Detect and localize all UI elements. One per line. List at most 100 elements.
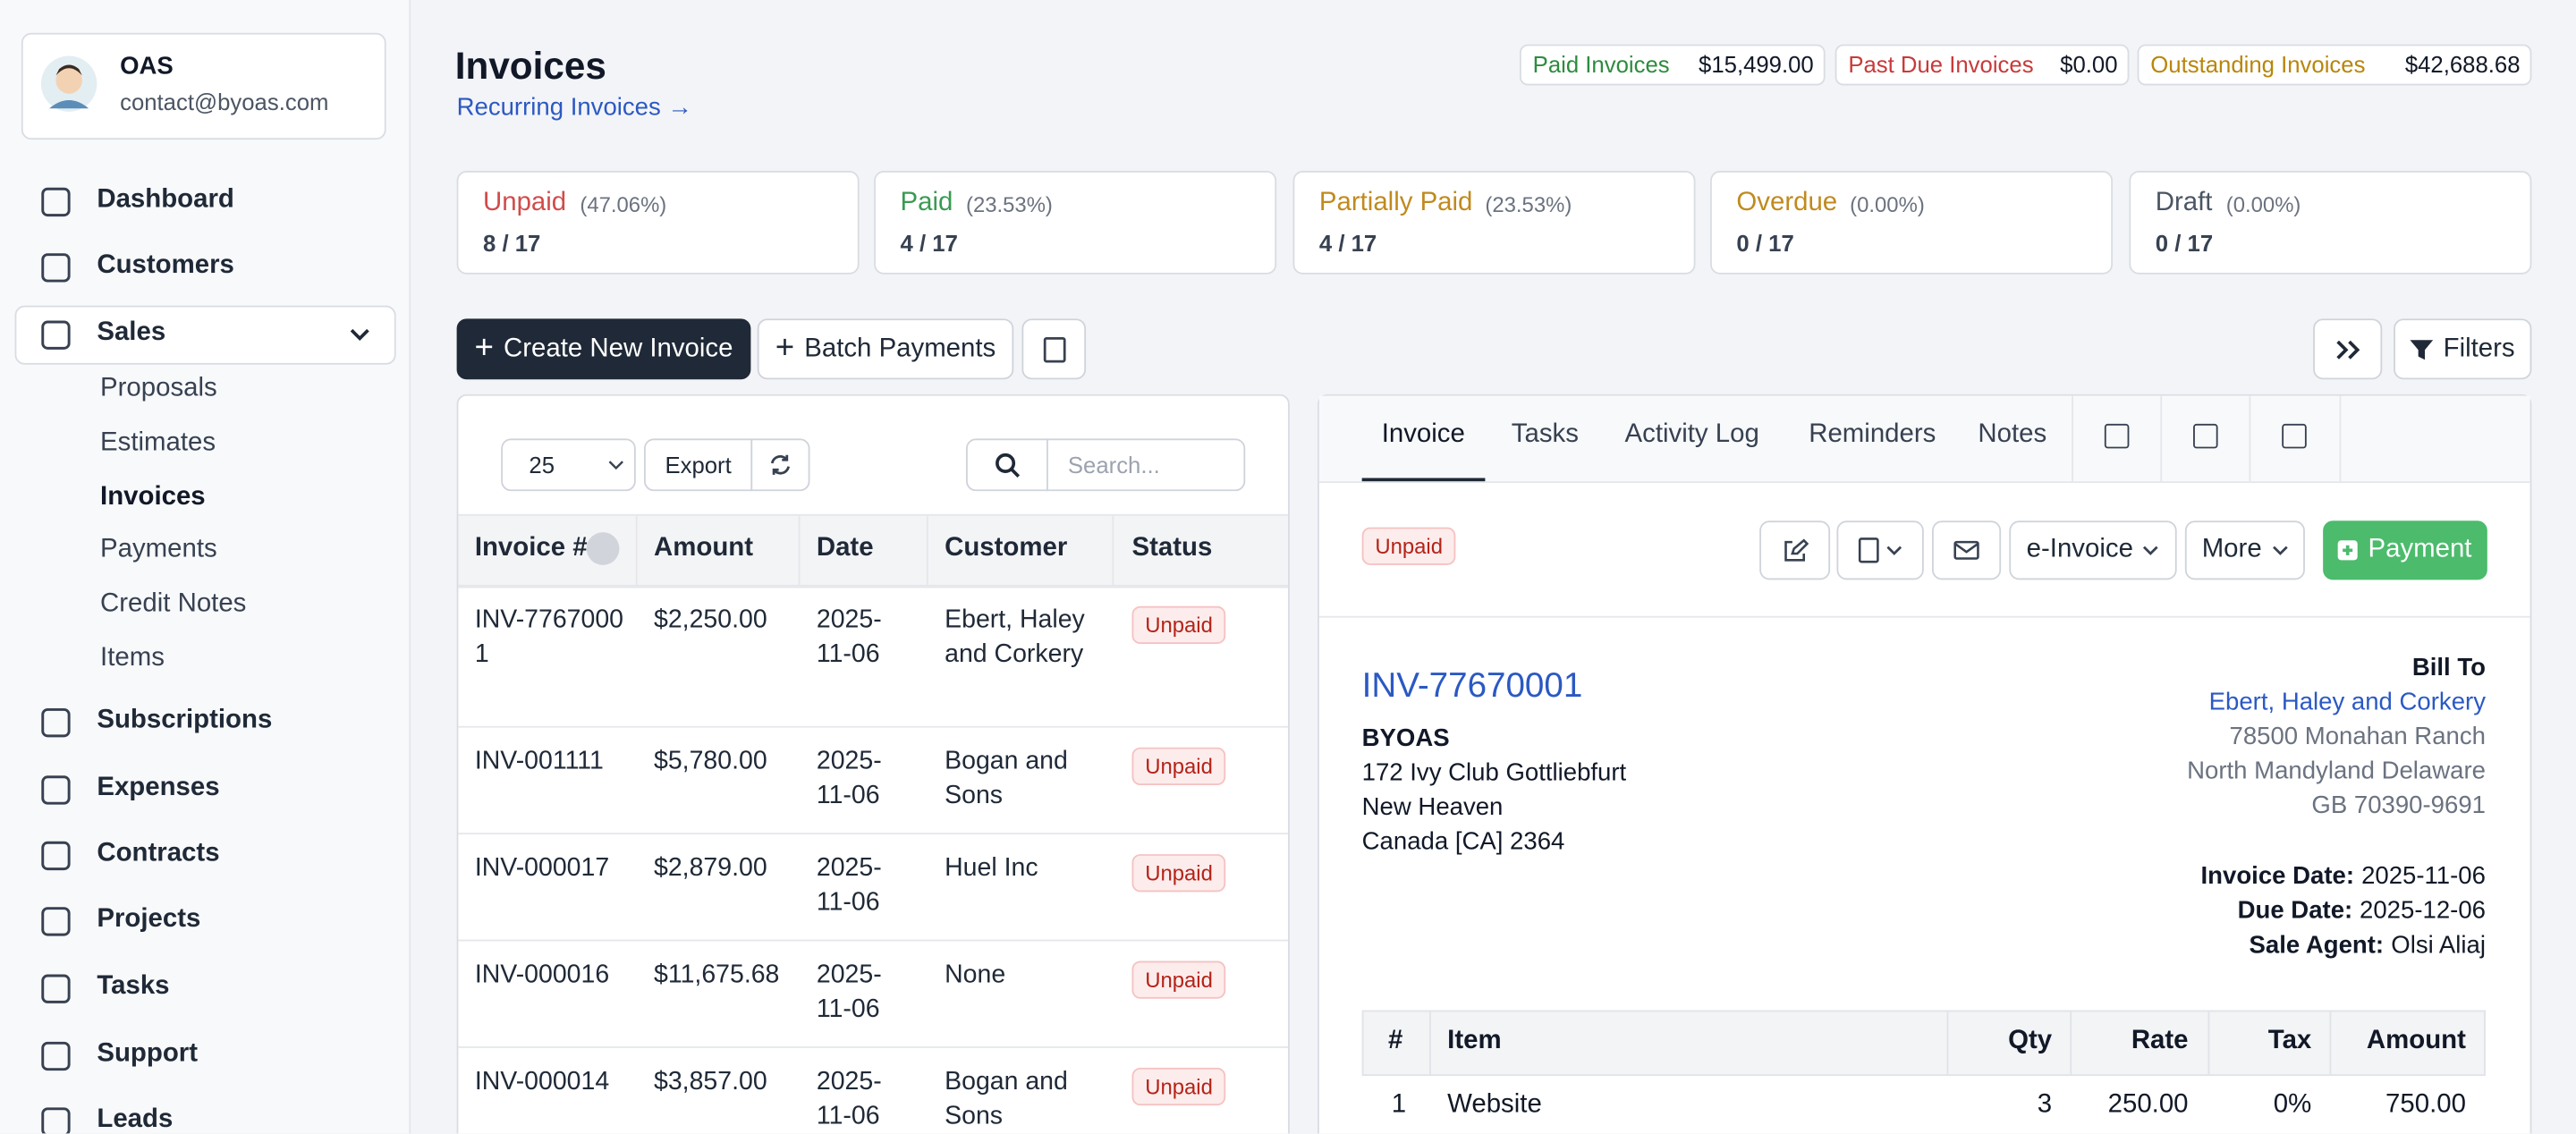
cell[interactable]: INV-000014 xyxy=(474,1067,610,1096)
status-label: Paid xyxy=(900,189,953,217)
items-header xyxy=(1361,1010,2486,1077)
nav-item[interactable]: Sales xyxy=(97,318,166,347)
cell: 2025-11-06 xyxy=(816,961,882,1024)
more-dropdown[interactable]: More xyxy=(2184,520,2305,580)
user-email: contact@byoas.com xyxy=(120,89,329,115)
sales-group[interactable] xyxy=(14,305,396,365)
summary-label: Past Due Invoices xyxy=(1848,50,2034,78)
meta-value: 2025-12-06 xyxy=(2360,896,2486,926)
row-divider xyxy=(458,584,1288,587)
refresh-button[interactable] xyxy=(750,438,810,492)
items-column-header: Tax xyxy=(2267,1026,2312,1055)
column-divider xyxy=(926,515,928,585)
nav-subitem[interactable]: Estimates xyxy=(100,428,216,457)
tab-icon[interactable] xyxy=(2104,423,2130,449)
from-line: BYOAS xyxy=(1361,724,1450,753)
nav-item[interactable]: Dashboard xyxy=(97,185,234,214)
status-count: 4 / 17 xyxy=(1318,230,1377,257)
nav-item[interactable]: Leads xyxy=(97,1105,174,1134)
column-header[interactable]: Invoice # xyxy=(474,533,588,563)
column-header[interactable]: Date xyxy=(816,533,874,563)
collapse-button[interactable] xyxy=(2313,318,2383,380)
cell[interactable]: INV-000016 xyxy=(474,961,610,989)
cell: $5,780.00 xyxy=(654,747,767,775)
status-card[interactable] xyxy=(2129,171,2532,275)
nav-item[interactable]: Support xyxy=(97,1039,199,1068)
pdf-dropdown[interactable] xyxy=(1836,520,1924,580)
tab-icon[interactable] xyxy=(2282,423,2307,449)
page-size-select[interactable]: 25 xyxy=(501,438,636,492)
tab[interactable]: Reminders xyxy=(1809,420,1936,449)
plus-square-icon xyxy=(2338,540,2359,561)
cell[interactable]: INV-77670001 xyxy=(474,605,624,669)
avatar xyxy=(40,55,97,112)
items-divider xyxy=(2329,1011,2332,1075)
nav-subitem[interactable]: Items xyxy=(100,643,165,673)
edit-button[interactable] xyxy=(1759,520,1831,580)
status-card[interactable] xyxy=(1292,171,1696,275)
recurring-link[interactable]: Recurring Invoices → xyxy=(456,93,692,122)
bill-to-address: North Mandyland Delaware xyxy=(2187,757,2486,785)
export-button[interactable]: Export xyxy=(643,438,753,492)
nav-item[interactable]: Contracts xyxy=(97,839,220,867)
status-card[interactable] xyxy=(874,171,1277,275)
nav-item[interactable]: Expenses xyxy=(97,774,220,802)
tab[interactable]: Invoice xyxy=(1381,420,1465,449)
tab[interactable]: Notes xyxy=(1978,420,2047,449)
status-card[interactable] xyxy=(456,171,860,275)
row-divider xyxy=(458,939,1288,942)
invoice-number[interactable]: INV-77670001 xyxy=(1361,666,1583,705)
more-label: More xyxy=(2201,535,2262,563)
meta-value: 2025-11-06 xyxy=(2361,862,2486,891)
nav-item[interactable]: Tasks xyxy=(97,972,170,1001)
cell[interactable]: INV-000017 xyxy=(474,854,610,883)
pdf-button[interactable] xyxy=(1021,318,1087,380)
nav-icon xyxy=(41,707,71,738)
e-invoice-dropdown[interactable]: e-Invoice xyxy=(2009,520,2177,580)
create-invoice-button[interactable]: + Create New Invoice xyxy=(456,318,751,380)
cell: $2,879.00 xyxy=(654,854,767,883)
payment-label: Payment xyxy=(2368,535,2472,563)
status-pct: (23.53%) xyxy=(1485,191,1572,217)
cell: Bogan and Sons xyxy=(945,747,1068,810)
status-card[interactable] xyxy=(1710,171,2114,275)
search-icon-button[interactable] xyxy=(965,438,1048,492)
search-input[interactable]: Search... xyxy=(1046,438,1246,492)
status-count: 4 / 17 xyxy=(900,230,958,257)
nav-item[interactable]: Projects xyxy=(97,905,201,934)
tab-divider xyxy=(2339,395,2342,482)
cell[interactable]: INV-001111 xyxy=(474,747,604,775)
bill-to-name[interactable]: Ebert, Haley and Corkery xyxy=(2208,688,2486,716)
from-line: New Heaven xyxy=(1361,793,1504,822)
plus-icon: + xyxy=(474,330,494,367)
status-badge: Unpaid xyxy=(1361,527,1456,565)
column-header[interactable]: Customer xyxy=(945,533,1068,563)
column-header[interactable]: Amount xyxy=(654,533,754,563)
tab[interactable]: Tasks xyxy=(1511,420,1579,449)
row-divider xyxy=(458,1045,1288,1048)
column-header[interactable]: Status xyxy=(1131,533,1213,563)
nav-icon xyxy=(41,974,71,1003)
nav-icon xyxy=(41,907,71,936)
summary-pill xyxy=(2137,44,2532,86)
nav-subitem[interactable]: Credit Notes xyxy=(100,589,247,618)
nav-icon xyxy=(41,320,71,350)
nav-item[interactable]: Customers xyxy=(97,251,234,280)
email-button[interactable] xyxy=(1931,520,2002,580)
batch-label: Batch Payments xyxy=(804,334,996,362)
nav-subitem[interactable]: Proposals xyxy=(100,374,217,402)
bill-to-label: Bill To xyxy=(2411,654,2486,682)
tab-icon[interactable] xyxy=(2193,423,2218,449)
nav-item[interactable]: Subscriptions xyxy=(97,706,273,735)
nav-subitem[interactable]: Invoices xyxy=(100,482,206,512)
nav-subitem[interactable]: Payments xyxy=(100,535,217,563)
batch-payments-button[interactable]: + Batch Payments xyxy=(757,318,1014,380)
status-count: 8 / 17 xyxy=(482,230,541,257)
filters-button[interactable]: Filters xyxy=(2394,318,2532,380)
search-icon xyxy=(996,453,1021,478)
pdf-icon xyxy=(1857,537,1902,563)
payment-button[interactable]: Payment xyxy=(2323,520,2487,580)
tab-divider xyxy=(2072,395,2073,482)
summary-value: $15,499.00 xyxy=(1699,50,1814,78)
tab[interactable]: Activity Log xyxy=(1624,420,1759,449)
